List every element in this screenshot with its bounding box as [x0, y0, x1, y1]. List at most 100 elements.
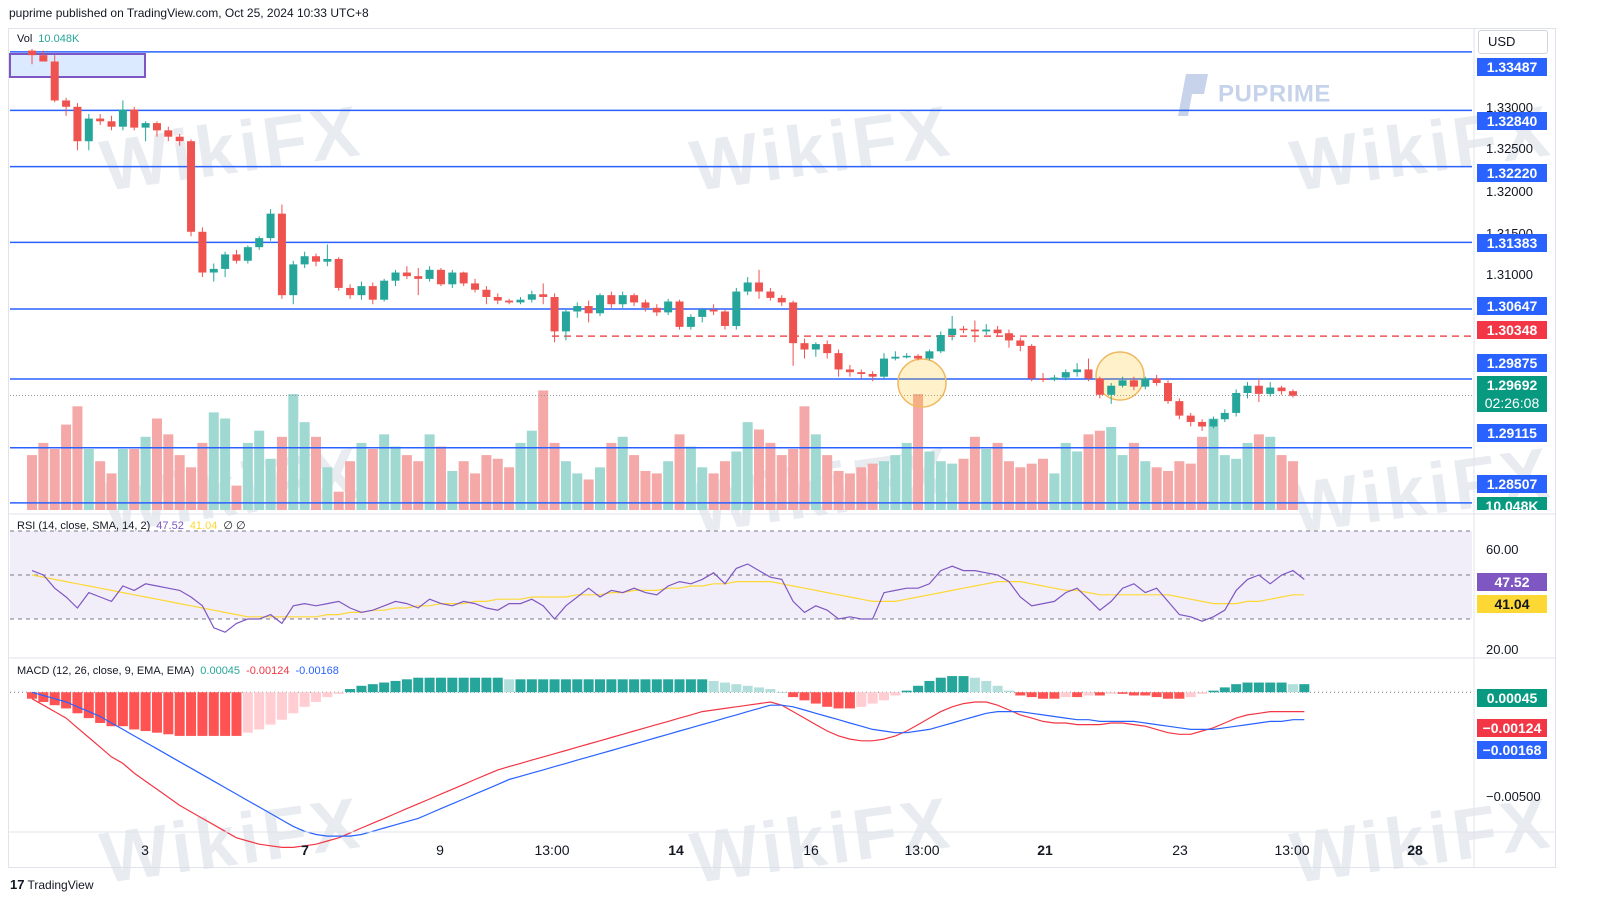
- candle-body: [607, 295, 616, 305]
- candle-body: [596, 295, 604, 314]
- volume-bar: [640, 470, 651, 510]
- candle-body: [1220, 412, 1229, 420]
- candle-body: [232, 254, 241, 261]
- macd-histogram-bar: [481, 677, 492, 693]
- macd-histogram-bar: [697, 679, 708, 693]
- volume-bar: [38, 442, 49, 510]
- volume-bar: [299, 422, 310, 510]
- macd-histogram-bar: [969, 677, 980, 693]
- volume-bar: [72, 406, 83, 510]
- candle-body: [1129, 380, 1138, 387]
- macd-histogram-bar: [174, 692, 185, 736]
- volume-bar: [935, 461, 946, 510]
- macd-signal-badge: −0.00168: [1477, 741, 1547, 759]
- volume-bar: [1208, 418, 1219, 510]
- volume-bar: [504, 467, 515, 510]
- volume-bar: [867, 463, 878, 510]
- candle-body: [1254, 385, 1263, 394]
- macd-histogram-bar: [515, 679, 526, 693]
- candle-body: [96, 118, 105, 122]
- tradingview-logo[interactable]: 17 TradingView: [10, 877, 94, 892]
- time-axis-label: 13:00: [534, 842, 570, 858]
- macd-histogram-bar: [322, 692, 333, 698]
- macd-histogram-bar: [367, 684, 378, 693]
- macd-histogram-bar: [83, 692, 94, 719]
- volume-bar: [1287, 461, 1298, 510]
- candle-body: [936, 335, 945, 352]
- level-badge-2: 1.32840: [1477, 112, 1547, 130]
- volume-bar: [117, 449, 128, 510]
- volume-bar: [697, 467, 708, 510]
- macd-histogram-bar: [1197, 692, 1208, 694]
- candle-body: [50, 61, 59, 101]
- puprime-logo: PUPRIME: [1176, 72, 1331, 118]
- volume-bar: [242, 442, 253, 510]
- rsi-sma-badge: 41.04: [1477, 595, 1547, 613]
- macd-badge: −0.00124: [1477, 719, 1547, 737]
- candle-body: [1164, 383, 1172, 402]
- volume-bar: [924, 451, 935, 510]
- macd-histogram-bar: [95, 692, 106, 723]
- chart-frame: [8, 28, 1556, 868]
- candle-body: [630, 295, 639, 303]
- volume-bar: [435, 446, 446, 510]
- macd-histogram-bar: [458, 677, 469, 693]
- volume-bar: [129, 449, 140, 510]
- candle-body: [550, 296, 559, 332]
- volume-bar: [1083, 434, 1094, 510]
- volume-bar: [140, 436, 151, 510]
- volume-bar: [322, 467, 333, 510]
- dashed-level-badge: 1.30348: [1477, 321, 1547, 339]
- volume-bar: [969, 436, 980, 510]
- volume-bar: [481, 455, 492, 510]
- price-axis-tick: 1.33000: [1486, 100, 1533, 115]
- highlight-circle: [897, 358, 947, 408]
- candle-body: [346, 287, 355, 296]
- volume-bar: [1060, 442, 1071, 510]
- macd-legend-label: MACD (12, 26, close, 9, EMA, EMA): [17, 665, 195, 677]
- volume-bar: [583, 479, 594, 510]
- time-axis-label: 13:00: [904, 842, 940, 858]
- volume-bar: [424, 434, 435, 510]
- candle-body: [1050, 377, 1059, 380]
- volume-bar: [526, 430, 537, 510]
- volume-bar: [958, 458, 969, 510]
- volume-bar: [776, 455, 787, 510]
- candle-body: [402, 272, 411, 277]
- volume-bar: [174, 455, 185, 510]
- level-badge-4: 1.31383: [1477, 234, 1547, 252]
- macd-histogram-bar: [1242, 682, 1253, 693]
- macd-histogram-bar: [867, 692, 878, 704]
- rsi-axis-tick: 60.00: [1486, 542, 1519, 557]
- macd-histogram-bar: [265, 692, 276, 725]
- candle-body: [618, 295, 627, 305]
- level-badge-8: 1.28507: [1477, 475, 1547, 493]
- candle-body: [1061, 372, 1070, 378]
- time-axis-label: 23: [1172, 842, 1188, 858]
- volume-bar: [186, 467, 197, 510]
- macd-histogram-bar: [549, 679, 560, 693]
- currency-selector[interactable]: USD: [1478, 30, 1548, 54]
- volume-bar: [288, 394, 299, 510]
- volume-bar: [492, 458, 503, 510]
- volume-bar: [1276, 455, 1287, 510]
- candle-body: [1266, 387, 1275, 394]
- candle-body: [732, 291, 741, 326]
- macd-histogram-bar: [1072, 692, 1083, 698]
- volume-bar: [1242, 442, 1253, 510]
- macd-histogram-bar: [197, 692, 208, 736]
- volume-bar: [401, 455, 412, 510]
- candle-body: [1141, 378, 1150, 387]
- candle-body: [425, 269, 434, 279]
- macd-histogram-bar: [379, 682, 390, 693]
- candle-body: [141, 123, 150, 128]
- volume-bar: [1140, 461, 1151, 510]
- macd-histogram-bar: [470, 677, 481, 693]
- volume-bar: [220, 418, 231, 510]
- macd-histogram-bar: [1038, 692, 1049, 699]
- volume-bar: [458, 461, 469, 510]
- volume-bar: [901, 442, 912, 510]
- candle-body: [902, 355, 911, 358]
- candle-body: [652, 307, 661, 313]
